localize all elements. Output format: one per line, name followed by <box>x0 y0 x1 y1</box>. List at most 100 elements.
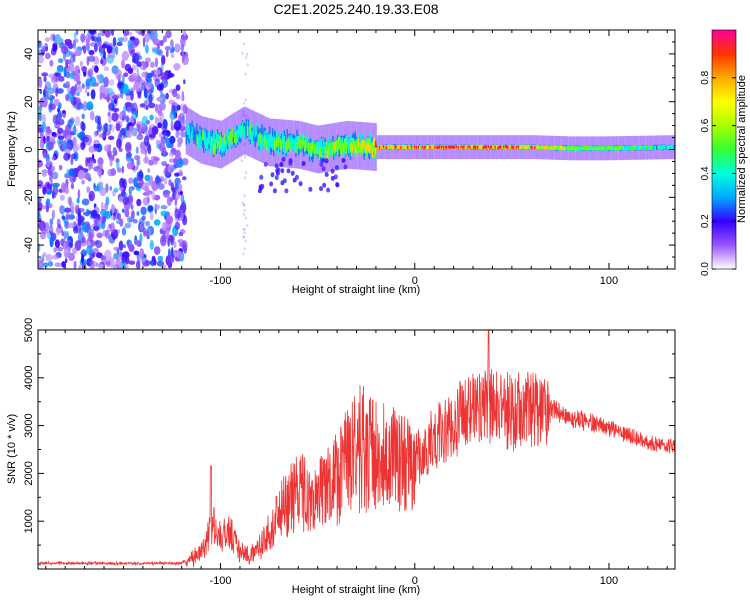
signal-core <box>342 142 345 153</box>
noise-blob <box>181 131 187 138</box>
signal-core <box>546 145 549 150</box>
signal-core <box>187 122 189 135</box>
noise-blob <box>145 188 151 197</box>
noise-blob <box>146 89 153 94</box>
signal-core <box>477 144 480 149</box>
noise-blob <box>103 76 109 88</box>
noise-blob <box>89 160 94 170</box>
noise-blob <box>167 73 175 78</box>
noise-blob <box>127 67 134 74</box>
noise-blob <box>136 211 140 216</box>
noise-blob <box>112 264 120 269</box>
signal-core <box>336 140 338 150</box>
signal-core <box>310 146 313 157</box>
signal-core <box>372 142 374 152</box>
signal-core <box>303 142 305 157</box>
noise-blob <box>150 61 155 68</box>
signal-core <box>352 137 354 148</box>
noise-blob <box>57 66 65 73</box>
noise-blob <box>151 125 159 135</box>
noise-blob <box>52 182 60 188</box>
signal-core <box>440 145 442 149</box>
signal-fragment <box>290 170 295 176</box>
noise-blob <box>68 168 76 177</box>
noise-blob <box>165 215 174 225</box>
noise-blob <box>120 189 126 197</box>
signal-core <box>558 146 560 151</box>
noise-blob <box>155 204 160 210</box>
signal-core <box>382 145 385 149</box>
signal-core <box>190 132 192 145</box>
streak-cell <box>241 201 244 205</box>
noise-blob <box>79 227 84 234</box>
signal-core <box>647 145 650 150</box>
signal-core <box>223 139 225 152</box>
noise-blob <box>104 87 108 97</box>
signal-core <box>390 144 392 149</box>
signal-core <box>514 145 517 150</box>
noise-blob <box>156 260 165 267</box>
noise-blob <box>121 50 130 61</box>
signal-core <box>557 146 559 151</box>
signal-core <box>661 144 663 149</box>
noise-blob <box>108 115 112 124</box>
noise-blob <box>126 106 132 113</box>
signal-core <box>363 140 365 149</box>
signal-core <box>309 142 312 153</box>
signal-core <box>237 130 239 143</box>
noise-blob <box>77 84 81 90</box>
signal-core <box>341 140 343 153</box>
signal-core <box>426 145 428 149</box>
signal-core <box>445 145 448 149</box>
x-tick-label: 100 <box>600 575 618 587</box>
noise-blob <box>163 132 169 140</box>
noise-blob <box>153 160 158 165</box>
noise-blob <box>147 72 153 79</box>
signal-core <box>549 145 552 150</box>
signal-core <box>470 145 472 149</box>
noise-blob <box>110 30 115 36</box>
signal-core <box>656 145 658 150</box>
noise-blob <box>157 255 164 262</box>
noise-blob <box>93 43 99 52</box>
signal-core <box>643 145 646 150</box>
signal-core <box>276 132 279 146</box>
signal-core <box>394 145 396 149</box>
noise-blob <box>102 216 107 221</box>
signal-core <box>252 123 254 136</box>
noise-blob <box>145 44 149 54</box>
signal-core <box>381 145 384 149</box>
noise-blob <box>135 146 139 154</box>
noise-blob <box>161 221 167 231</box>
noise-blob <box>149 239 154 251</box>
signal-core <box>361 143 363 154</box>
streak-cell <box>243 204 246 207</box>
signal-core <box>610 146 613 150</box>
signal-core <box>349 135 352 148</box>
noise-blob <box>46 135 50 142</box>
signal-core <box>208 132 211 145</box>
noise-blob <box>127 239 130 248</box>
signal-core <box>346 135 349 148</box>
signal-fragment <box>280 168 285 174</box>
signal-core <box>602 146 604 150</box>
signal-core <box>374 147 376 158</box>
signal-core <box>609 146 611 151</box>
signal-core <box>244 124 247 139</box>
noise-blob <box>148 159 155 166</box>
signal-core <box>498 146 500 149</box>
signal-fragment <box>321 157 325 163</box>
signal-core <box>185 130 187 145</box>
noise-blob <box>107 150 112 158</box>
signal-core <box>341 142 344 153</box>
noise-blob <box>124 101 132 107</box>
noise-blob <box>136 61 142 67</box>
noise-blob <box>119 112 123 120</box>
noise-blob <box>46 198 51 206</box>
signal-core <box>635 145 637 151</box>
signal-core <box>527 144 529 149</box>
noise-blob <box>41 113 46 124</box>
noise-blob <box>123 260 126 269</box>
signal-core <box>263 127 265 142</box>
noise-blob <box>42 97 48 108</box>
